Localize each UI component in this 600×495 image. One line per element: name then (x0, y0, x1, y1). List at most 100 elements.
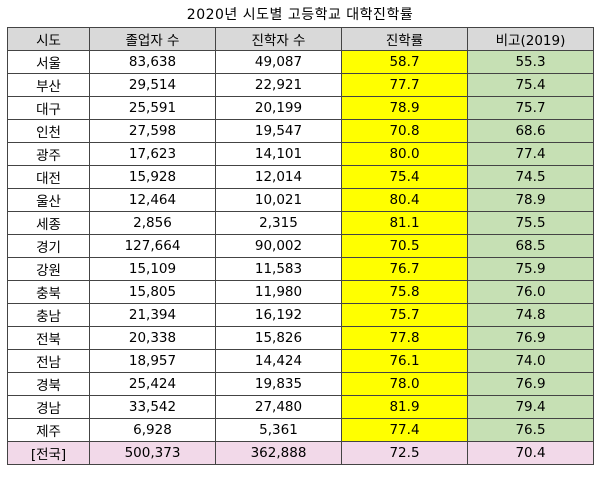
table-row: 강원 15,109 11,583 76.7 75.9 (7, 257, 594, 281)
rate-cell: 80.0 (341, 142, 468, 166)
graduates-cell: 20,338 (89, 326, 216, 350)
prev-rate-cell: 75.5 (467, 211, 594, 235)
rate-cell: 75.4 (341, 165, 468, 189)
enrolled-cell: 19,547 (215, 119, 342, 143)
header-graduates: 졸업자 수 (89, 27, 216, 51)
region-cell: 서울 (7, 50, 90, 74)
region-cell: 인천 (7, 119, 90, 143)
prev-rate-cell: 75.9 (467, 257, 594, 281)
region-cell: 부산 (7, 73, 90, 97)
table-row: 경기 127,664 90,002 70.5 68.5 (7, 234, 594, 258)
graduates-cell: 25,424 (89, 372, 216, 396)
graduates-cell: 127,664 (89, 234, 216, 258)
header-row: 시도 졸업자 수 진학자 수 진학률 비고(2019) (7, 27, 594, 51)
graduates-cell: 29,514 (89, 73, 216, 97)
prev-rate-cell: 78.9 (467, 188, 594, 212)
header-rate: 진학률 (341, 27, 468, 51)
enrolled-cell: 15,826 (215, 326, 342, 350)
graduates-cell: 83,638 (89, 50, 216, 74)
graduates-cell: 25,591 (89, 96, 216, 120)
region-cell: 광주 (7, 142, 90, 166)
prev-rate-cell: 74.0 (467, 349, 594, 373)
region-cell: 충남 (7, 303, 90, 327)
region-cell: 대전 (7, 165, 90, 189)
enrolled-cell: 16,192 (215, 303, 342, 327)
enrolled-cell: 362,888 (215, 441, 342, 465)
rate-cell: 75.8 (341, 280, 468, 304)
graduates-cell: 12,464 (89, 188, 216, 212)
table-row: 부산 29,514 22,921 77.7 75.4 (7, 73, 594, 97)
rate-cell: 72.5 (341, 441, 468, 465)
region-cell: [전국] (7, 441, 90, 465)
table-row: 대구 25,591 20,199 78.9 75.7 (7, 96, 594, 120)
prev-rate-cell: 68.6 (467, 119, 594, 143)
table-row: 전남 18,957 14,424 76.1 74.0 (7, 349, 594, 373)
enrolled-cell: 11,583 (215, 257, 342, 281)
region-cell: 세종 (7, 211, 90, 235)
region-cell: 강원 (7, 257, 90, 281)
enrolled-cell: 12,014 (215, 165, 342, 189)
graduates-cell: 2,856 (89, 211, 216, 235)
region-cell: 경북 (7, 372, 90, 396)
enrolled-cell: 22,921 (215, 73, 342, 97)
region-cell: 울산 (7, 188, 90, 212)
table-body: 서울 83,638 49,087 58.7 55.3 부산 29,514 22,921 77.7… (7, 50, 594, 465)
rate-cell: 70.5 (341, 234, 468, 258)
rate-cell: 76.7 (341, 257, 468, 281)
header-enrolled: 진학자 수 (215, 27, 342, 51)
enrolled-cell: 5,361 (215, 418, 342, 442)
table-row: 제주 6,928 5,361 77.4 76.5 (7, 418, 594, 442)
rate-cell: 81.1 (341, 211, 468, 235)
graduates-cell: 27,598 (89, 119, 216, 143)
prev-rate-cell: 75.7 (467, 96, 594, 120)
prev-rate-cell: 76.0 (467, 280, 594, 304)
rate-cell: 58.7 (341, 50, 468, 74)
enrolled-cell: 2,315 (215, 211, 342, 235)
region-cell: 충북 (7, 280, 90, 304)
rate-cell: 78.9 (341, 96, 468, 120)
table-row: 인천 27,598 19,547 70.8 68.6 (7, 119, 594, 143)
rate-cell: 76.1 (341, 349, 468, 373)
table-title: 2020년 시도별 고등학교 대학진학률 (186, 7, 414, 23)
enrolled-cell: 19,835 (215, 372, 342, 396)
table-row: 세종 2,856 2,315 81.1 75.5 (7, 211, 594, 235)
table-row: 경남 33,542 27,480 81.9 79.4 (7, 395, 594, 419)
region-cell: 제주 (7, 418, 90, 442)
rate-cell: 81.9 (341, 395, 468, 419)
table-row: 대전 15,928 12,014 75.4 74.5 (7, 165, 594, 189)
region-cell: 전북 (7, 326, 90, 350)
region-cell: 경기 (7, 234, 90, 258)
table-row: 경북 25,424 19,835 78.0 76.9 (7, 372, 594, 396)
table-row: 서울 83,638 49,087 58.7 55.3 (7, 50, 594, 74)
region-cell: 대구 (7, 96, 90, 120)
prev-rate-cell: 76.9 (467, 326, 594, 350)
rate-cell: 77.4 (341, 418, 468, 442)
prev-rate-cell: 77.4 (467, 142, 594, 166)
prev-rate-cell: 70.4 (467, 441, 594, 465)
table-row: 울산 12,464 10,021 80.4 78.9 (7, 188, 594, 212)
table-row: 충남 21,394 16,192 75.7 74.8 (7, 303, 594, 327)
rate-cell: 75.7 (341, 303, 468, 327)
graduates-cell: 21,394 (89, 303, 216, 327)
header-prev: 비고(2019) (467, 27, 594, 51)
rate-cell: 80.4 (341, 188, 468, 212)
enrolled-cell: 20,199 (215, 96, 342, 120)
enrolled-cell: 49,087 (215, 50, 342, 74)
rate-cell: 78.0 (341, 372, 468, 396)
graduates-cell: 15,109 (89, 257, 216, 281)
prev-rate-cell: 76.9 (467, 372, 594, 396)
graduates-cell: 15,928 (89, 165, 216, 189)
rate-cell: 77.7 (341, 73, 468, 97)
graduates-cell: 500,373 (89, 441, 216, 465)
prev-rate-cell: 75.4 (467, 73, 594, 97)
enrolled-cell: 27,480 (215, 395, 342, 419)
table-row: 광주 17,623 14,101 80.0 77.4 (7, 142, 594, 166)
prev-rate-cell: 74.5 (467, 165, 594, 189)
enrolled-cell: 14,424 (215, 349, 342, 373)
total-row: [전국] 500,373 362,888 72.5 70.4 (7, 441, 594, 465)
prev-rate-cell: 55.3 (467, 50, 594, 74)
prev-rate-cell: 74.8 (467, 303, 594, 327)
table-row: 전북 20,338 15,826 77.8 76.9 (7, 326, 594, 350)
graduates-cell: 15,805 (89, 280, 216, 304)
prev-rate-cell: 68.5 (467, 234, 594, 258)
